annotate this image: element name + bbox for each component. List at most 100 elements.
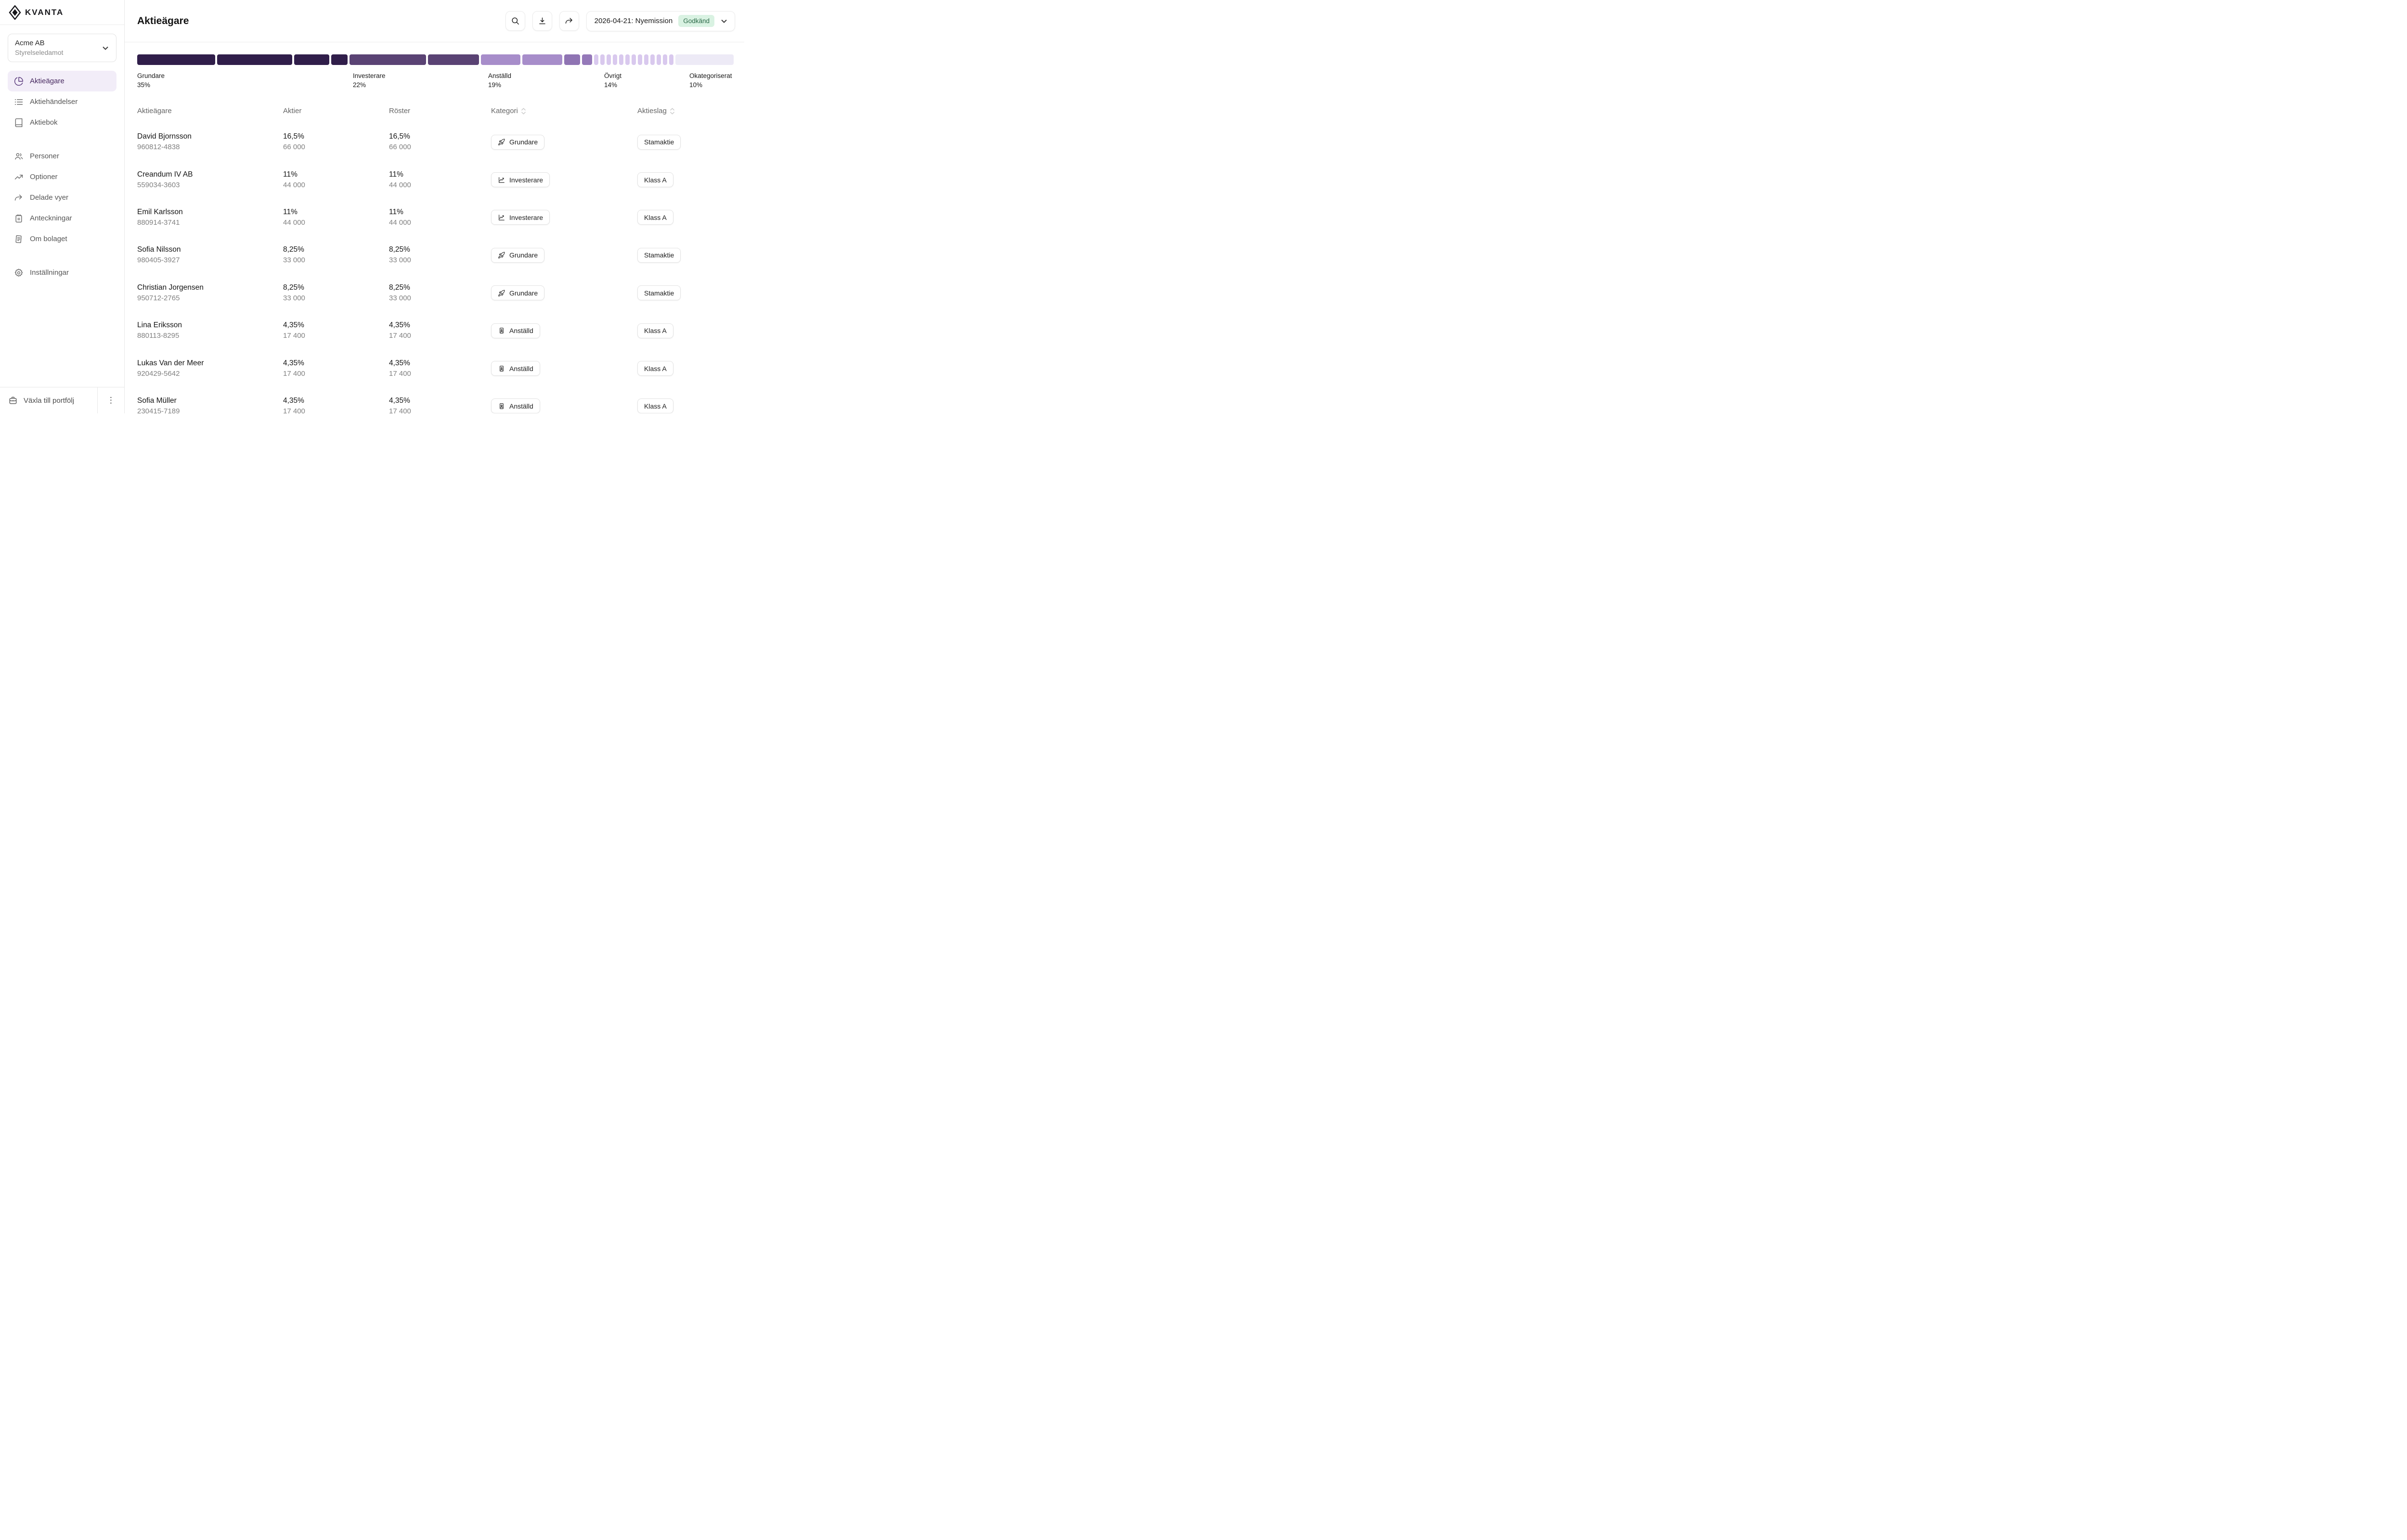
table-row[interactable]: David Bjornsson 960812-4838 16,5% 66 000… xyxy=(137,123,734,161)
category-badge[interactable]: Investerare xyxy=(491,210,550,225)
bar-segment-ovrigt xyxy=(638,54,642,65)
shareholder-id: 980405-3927 xyxy=(137,256,180,265)
shareholder-id: 559034-3603 xyxy=(137,180,180,189)
votes-percent: 16,5% xyxy=(389,132,410,141)
share-class-badge[interactable]: Klass A xyxy=(637,361,673,376)
table-row[interactable]: Lukas Van der Meer 920429-5642 4,35% 17 … xyxy=(137,349,734,387)
sidebar-item-optioner[interactable]: Optioner xyxy=(8,167,116,187)
download-button[interactable] xyxy=(532,11,552,31)
chevron-down-icon xyxy=(721,19,727,23)
votes-count: 44 000 xyxy=(389,218,411,227)
shares-count: 17 400 xyxy=(283,369,305,378)
category-badge[interactable]: Anställd xyxy=(491,323,540,338)
briefcase-icon xyxy=(9,397,17,404)
table-row[interactable]: Sofia Müller 230415-7189 4,35% 17 400 4,… xyxy=(137,387,734,413)
share-class-label: Klass A xyxy=(644,213,667,221)
column-header-kategori: Kategori xyxy=(491,107,637,115)
shares-percent: 8,25% xyxy=(283,283,304,292)
table-row[interactable]: Emil Karlsson 880914-3741 11% 44 000 11%… xyxy=(137,199,734,236)
bar-segment-anstalld xyxy=(564,54,580,65)
shareholder-name: Emil Karlsson xyxy=(137,207,183,216)
bar-segment-ovrigt xyxy=(632,54,636,65)
shareholder-id: 880113-8295 xyxy=(137,332,180,340)
sidebar-item-aktiehandelser[interactable]: Aktiehändelser xyxy=(8,91,116,112)
shareholder-name: David Bjornsson xyxy=(137,132,192,141)
category-badge[interactable]: Grundare xyxy=(491,285,545,301)
category-badge[interactable]: Grundare xyxy=(491,134,545,150)
votes-percent: 4,35% xyxy=(389,321,410,330)
shareholder-name: Lukas Van der Meer xyxy=(137,359,204,367)
bar-segment-grundare xyxy=(217,54,292,65)
company-name: Acme AB xyxy=(15,39,45,47)
share-class-label: Klass A xyxy=(644,176,667,184)
kvanta-diamond-icon xyxy=(9,5,21,20)
category-label: Anställd xyxy=(509,402,533,410)
switch-to-portfolio-button[interactable]: Växla till portfölj xyxy=(0,387,97,413)
sidebar-item-delade-vyer[interactable]: Delade vyer xyxy=(8,187,116,208)
category-badge[interactable]: Grundare xyxy=(491,247,545,263)
search-button[interactable] xyxy=(505,11,525,31)
category-badge[interactable]: Investerare xyxy=(491,172,550,188)
shares-count: 44 000 xyxy=(283,218,305,227)
sidebar-item-installningar[interactable]: Inställningar xyxy=(8,262,116,283)
sidebar-item-aktiebok[interactable]: Aktiebok xyxy=(8,112,116,133)
kebab-menu-button[interactable]: ⋮ xyxy=(98,387,124,413)
bar-segment-anstalld xyxy=(582,54,592,65)
category-badge[interactable]: Anställd xyxy=(491,361,540,376)
footer-divider xyxy=(97,387,98,413)
share-icon xyxy=(14,194,22,201)
bar-segment-ovrigt xyxy=(644,54,648,65)
status-badge: Godkänd xyxy=(678,15,714,27)
bar-segment-anstalld xyxy=(522,54,562,65)
share-class-badge[interactable]: Klass A xyxy=(637,323,673,338)
share-class-label: Klass A xyxy=(644,364,667,372)
votes-percent: 11% xyxy=(389,170,403,179)
table-row[interactable]: Sofia Nilsson 980405-3927 8,25% 33 000 8… xyxy=(137,236,734,274)
column-header-aktieägare: Aktieägare xyxy=(137,107,172,115)
sort-icon[interactable] xyxy=(521,107,526,115)
brand-logo: KVANTA xyxy=(0,0,124,25)
bar-segment-ovrigt xyxy=(613,54,617,65)
shares-percent: 4,35% xyxy=(283,396,304,405)
id-card-icon xyxy=(500,328,504,334)
bar-segment-anstalld xyxy=(481,54,520,65)
table-row[interactable]: Creandum IV AB 559034-3603 11% 44 000 11… xyxy=(137,161,734,198)
shares-count: 44 000 xyxy=(283,180,305,189)
share-icon xyxy=(565,18,572,24)
bar-segment-ovrigt xyxy=(594,54,598,65)
sidebar-item-anteckningar[interactable]: Anteckningar xyxy=(8,208,116,229)
table-row[interactable]: Christian Jorgensen 950712-2765 8,25% 33… xyxy=(137,274,734,312)
votes-percent: 4,35% xyxy=(389,359,410,367)
shares-count: 66 000 xyxy=(283,143,305,152)
bar-segment-ovrigt xyxy=(663,54,667,65)
share-class-label: Stamaktie xyxy=(644,289,674,297)
share-class-badge[interactable]: Stamaktie xyxy=(637,285,681,301)
share-class-badge[interactable]: Klass A xyxy=(637,210,673,225)
share-class-badge[interactable]: Klass A xyxy=(637,398,673,413)
votes-count: 17 400 xyxy=(389,332,411,340)
share-class-badge[interactable]: Stamaktie xyxy=(637,134,681,150)
category-badge[interactable]: Anställd xyxy=(491,398,540,413)
sort-icon[interactable] xyxy=(670,107,674,115)
company-selector[interactable]: Acme AB Styrelseledamot xyxy=(8,34,116,62)
nav-group-gap xyxy=(8,133,116,146)
shares-count: 33 000 xyxy=(283,256,305,265)
share-class-badge[interactable]: Stamaktie xyxy=(637,247,681,263)
bar-segment-ovrigt xyxy=(625,54,630,65)
sidebar-item-om-bolaget[interactable]: Om bolaget xyxy=(8,229,116,249)
id-card-icon xyxy=(500,403,504,409)
kebab-icon: ⋮ xyxy=(107,396,115,405)
notepad-icon xyxy=(15,214,22,222)
shareholder-id: 920429-5642 xyxy=(137,369,180,378)
shares-percent: 11% xyxy=(283,207,298,216)
sidebar-item-aktieagare[interactable]: Aktieägare xyxy=(8,71,116,91)
document-icon xyxy=(15,235,22,243)
rocket-icon xyxy=(498,139,505,146)
bar-segment-ovrigt xyxy=(619,54,623,65)
share-class-badge[interactable]: Klass A xyxy=(637,172,673,188)
table-row[interactable]: Lina Eriksson 880113-8295 4,35% 17 400 4… xyxy=(137,312,734,349)
share-button[interactable] xyxy=(559,11,579,31)
sidebar-item-personer[interactable]: Personer xyxy=(8,146,116,167)
header-controls: 2026-04-21: Nyemission Godkänd xyxy=(505,11,735,31)
event-version-dropdown[interactable]: 2026-04-21: Nyemission Godkänd xyxy=(586,11,735,31)
